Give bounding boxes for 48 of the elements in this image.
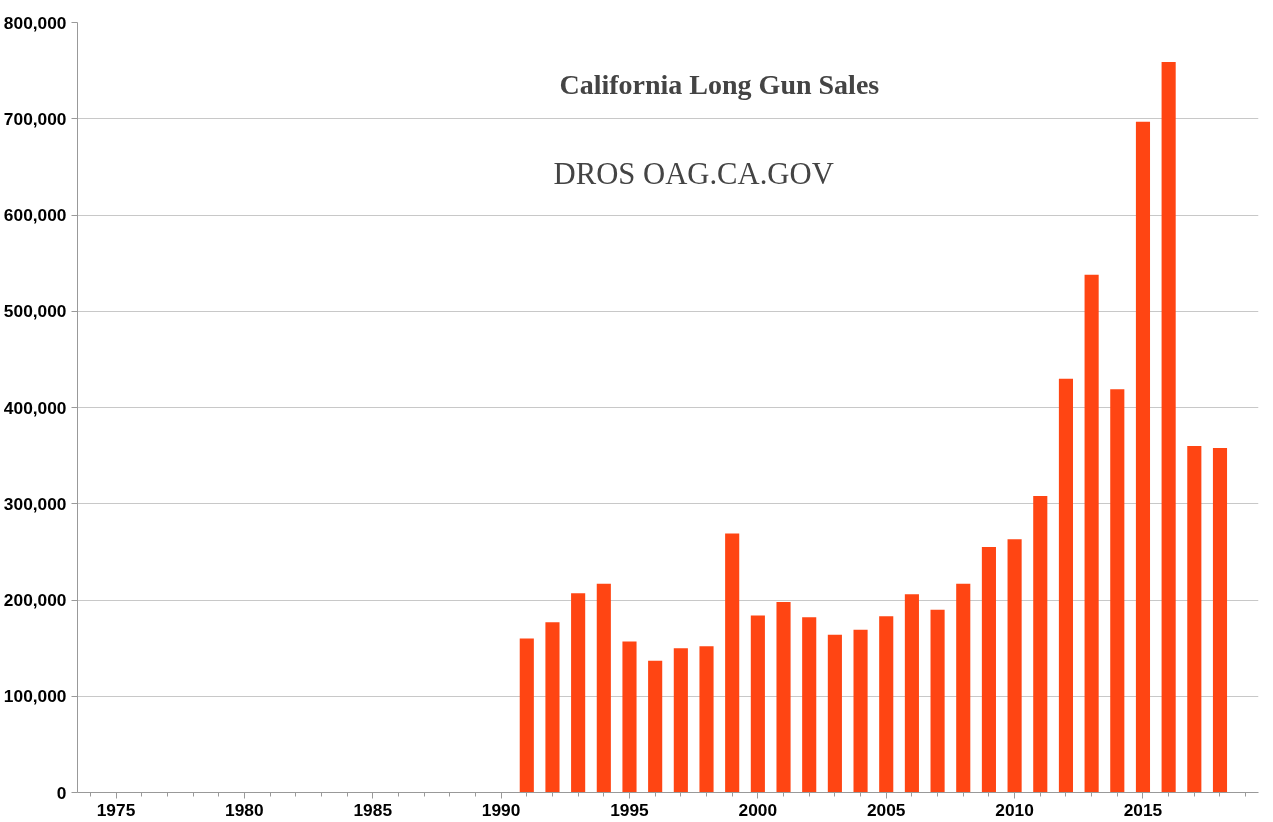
bar [673,648,688,793]
bar [930,609,945,793]
bar [1007,539,1022,793]
bar [1033,496,1048,793]
y-tick-label: 400,000 [3,397,67,418]
bar [1212,447,1228,793]
y-tick-label: 300,000 [3,493,67,514]
y-tick-label: 200,000 [3,590,67,610]
x-tick-label: 2005 [866,799,906,820]
bar [981,547,996,793]
bar [879,616,894,793]
x-tick-label: 1975 [96,799,136,820]
bar [904,594,919,793]
bar [802,617,817,793]
bar [596,583,611,793]
bar [571,593,586,793]
x-tick-label: 2015 [1123,799,1163,820]
bar [827,634,842,793]
y-tick-label: 600,000 [3,205,67,225]
y-tick-label: 0 [56,782,67,803]
bar [1135,121,1151,793]
bar [622,641,637,793]
text: California Long Gun Sales [559,68,880,100]
y-tick-label: 500,000 [3,301,67,322]
x-tick-label: 2010 [995,799,1034,820]
bar [1084,274,1099,793]
x-tick-label: 1985 [353,799,393,820]
bar [1161,61,1176,793]
bar [519,638,534,793]
bar [1110,389,1125,793]
bar [1187,446,1202,793]
y-tick-label: 700,000 [3,108,67,129]
y-tick-label: 100,000 [3,686,67,707]
y-tick-label: 800,000 [3,12,67,33]
bar [1058,378,1074,793]
bar [956,583,971,793]
bar [545,622,560,793]
x-tick-label: 1980 [225,799,264,820]
bar [725,533,740,793]
x-tick-label: 2000 [738,799,778,820]
bar [699,646,714,793]
x-tick-label: 1995 [610,799,650,820]
bar [750,615,765,793]
bar [776,601,791,793]
bar [648,660,663,793]
x-tick-label: 1990 [481,799,521,820]
text: DROS OAG.CA.GOV [553,156,834,191]
bar [853,629,868,793]
